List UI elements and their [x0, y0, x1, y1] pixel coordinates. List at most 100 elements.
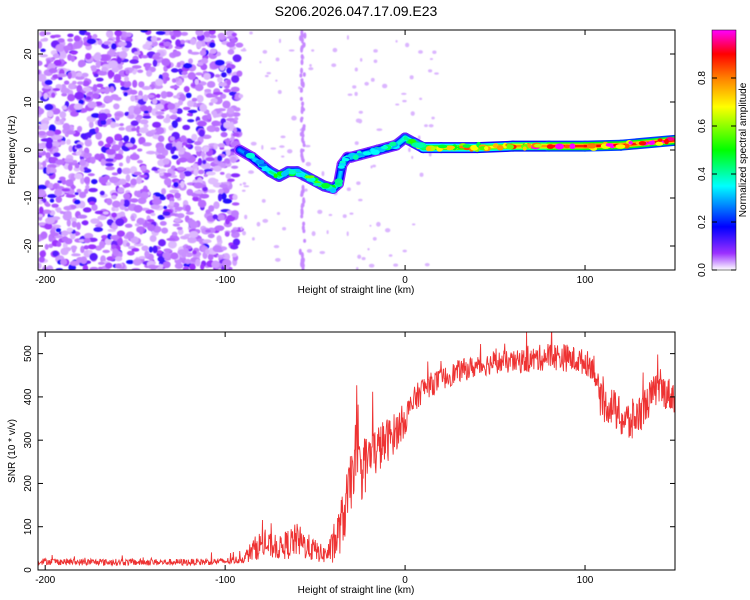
colorbar: 0.0 0.2 0.4 0.6 0.8 Normalized spectral ampl… — [697, 29, 749, 277]
noise-blob — [364, 81, 369, 86]
noise-blob — [54, 188, 63, 197]
noise-blob — [187, 119, 195, 123]
noise-blob — [181, 71, 188, 76]
noise-blob — [384, 228, 391, 233]
noise-blob — [370, 165, 373, 169]
noise-blob — [54, 135, 63, 140]
noise-blob — [300, 53, 304, 60]
noise-blob — [86, 152, 92, 158]
noise-blob — [178, 99, 183, 106]
noise-blob — [266, 72, 271, 75]
noise-blob — [109, 176, 119, 184]
noise-blob — [182, 106, 191, 111]
noise-blob — [63, 45, 72, 51]
x-tick-label: -200 — [35, 275, 55, 286]
noise-blob — [217, 78, 223, 83]
y-tick-label: -20 — [23, 238, 34, 253]
noise-blob — [87, 91, 94, 96]
noise-blob — [233, 127, 238, 133]
noise-blob — [118, 41, 127, 47]
noise-blob — [199, 103, 208, 112]
noise-blob — [195, 40, 203, 49]
noise-blob — [90, 113, 101, 119]
noise-blob — [214, 225, 225, 232]
noise-blob — [64, 210, 72, 218]
noise-blob — [142, 43, 151, 50]
noise-blob — [48, 243, 54, 248]
noise-blob — [162, 158, 170, 165]
noise-blob — [206, 125, 217, 133]
noise-blob — [231, 32, 237, 37]
noise-blob — [126, 259, 135, 265]
noise-blob — [302, 221, 306, 226]
noise-blob — [226, 78, 232, 86]
noise-blob — [195, 258, 201, 267]
noise-blob — [346, 187, 351, 192]
noise-blob — [44, 79, 53, 86]
noise-blob — [152, 98, 158, 105]
noise-blob — [147, 264, 158, 270]
noise-blob — [91, 203, 98, 211]
noise-blob — [97, 261, 105, 266]
x-tick-label: 100 — [577, 275, 594, 286]
noise-blob — [88, 201, 96, 206]
noise-blob — [81, 72, 89, 78]
noise-blob — [163, 177, 172, 186]
noise-blob — [55, 43, 65, 52]
spectrogram-noise — [38, 30, 439, 270]
spectrogram-x-axis: -200 -100 0 100 — [35, 30, 594, 286]
noise-blob — [220, 72, 227, 78]
noise-blob — [148, 246, 153, 253]
noise-blob — [103, 41, 112, 45]
noise-blob — [57, 38, 65, 43]
noise-blob — [180, 180, 185, 189]
noise-blob — [232, 132, 240, 137]
noise-blob — [77, 214, 88, 219]
noise-blob — [176, 61, 181, 68]
noise-blob — [38, 161, 42, 169]
noise-blob — [173, 217, 182, 223]
noise-blob — [138, 136, 146, 145]
noise-blob — [70, 110, 79, 117]
noise-blob — [107, 69, 115, 78]
noise-blob — [130, 215, 135, 220]
noise-blob — [303, 32, 307, 39]
noise-blob — [70, 51, 78, 55]
noise-blob — [155, 111, 165, 115]
noise-blob — [199, 193, 210, 199]
y-tick-label: 500 — [23, 345, 34, 362]
snr-x-label: Height of straight line (km) — [298, 585, 415, 596]
x-tick-label: 0 — [402, 275, 408, 286]
noise-blob — [224, 231, 230, 237]
noise-blob — [376, 221, 381, 227]
noise-blob — [38, 60, 43, 67]
noise-blob — [59, 176, 66, 181]
noise-blob — [75, 151, 82, 156]
noise-blob — [169, 200, 175, 207]
noise-blob — [275, 79, 278, 82]
noise-blob — [300, 208, 304, 216]
noise-blob — [216, 108, 226, 112]
noise-blob — [158, 172, 164, 177]
noise-blob — [305, 161, 312, 167]
noise-blob — [104, 238, 113, 246]
noise-blob — [156, 115, 165, 120]
noise-blob — [99, 54, 109, 62]
noise-blob — [169, 212, 177, 216]
noise-blob — [55, 196, 63, 203]
noise-blob — [382, 83, 388, 89]
ridge-blob — [321, 182, 331, 189]
noise-blob — [223, 88, 231, 93]
noise-blob — [48, 63, 56, 68]
noise-blob — [347, 93, 353, 96]
noise-blob — [139, 119, 149, 125]
noise-blob — [44, 103, 54, 111]
noise-blob — [137, 69, 144, 73]
noise-blob — [69, 260, 80, 266]
snr-y-axis: 0 100 200 300 400 500 — [23, 345, 675, 573]
noise-blob — [176, 226, 183, 231]
noise-blob — [73, 103, 83, 110]
ridge-blob — [352, 154, 359, 160]
noise-blob — [152, 245, 158, 254]
noise-blob — [136, 159, 144, 164]
